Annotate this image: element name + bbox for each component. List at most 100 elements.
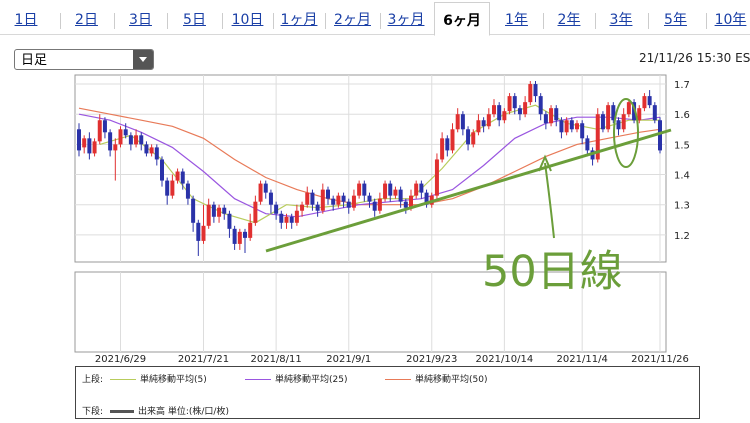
tab-period-label: 1年 — [505, 12, 528, 28]
tab-period-label: 2ヶ月 — [334, 12, 371, 28]
candle-body — [305, 192, 310, 205]
candle-body — [585, 138, 590, 151]
candle-body — [658, 120, 662, 151]
candle-body — [492, 105, 496, 115]
candle-body — [403, 201, 408, 208]
tab-period-label: 3ヶ月 — [387, 12, 425, 28]
candle-body — [575, 123, 579, 130]
y-tick-label: 1.6 — [674, 110, 690, 121]
candle-body — [191, 198, 196, 223]
candle-body — [372, 201, 377, 211]
candle-body — [92, 141, 97, 154]
tab-period[interactable]: 1年 — [495, 0, 538, 34]
candle-body — [279, 213, 284, 223]
candle-body — [206, 204, 211, 226]
tab-period-label: 2日 — [75, 12, 98, 28]
tab-period[interactable]: 1日 — [5, 0, 47, 34]
tab-period-label: 1ヶ月 — [280, 12, 318, 28]
candle-body — [383, 183, 388, 199]
x-tick-label: 2021/7/21 — [178, 354, 229, 365]
tab-separator — [648, 13, 649, 29]
candle-body — [196, 222, 201, 241]
pointer-line-annotation — [544, 162, 555, 239]
candle-body — [621, 114, 626, 130]
tab-period[interactable]: 5年 — [653, 0, 698, 34]
candle-body — [289, 216, 294, 223]
candle-body — [595, 114, 600, 160]
tab-period-label: 5日 — [183, 12, 206, 28]
candle-body — [460, 114, 465, 130]
candle-body — [274, 204, 279, 214]
legend-ma5-label: 単純移動平均(5) — [140, 375, 207, 385]
candle-body — [331, 198, 336, 205]
candle-body — [134, 135, 139, 145]
candle-body — [128, 135, 133, 145]
candle-body — [284, 216, 289, 223]
tab-period-label: 5年 — [664, 12, 687, 28]
candle-body — [632, 102, 637, 121]
candle-body — [294, 210, 299, 223]
tab-period[interactable]: 3日 — [119, 0, 162, 34]
candle-body — [616, 120, 621, 130]
candle-body — [108, 132, 113, 151]
candle-body — [263, 183, 268, 193]
tab-period[interactable]: 5日 — [172, 0, 217, 34]
tab-separator — [273, 13, 274, 29]
candle-body — [549, 108, 554, 124]
candle-body — [481, 120, 486, 127]
tab-period[interactable]: 3年 — [600, 0, 642, 34]
candle-body — [642, 96, 647, 109]
candle-body — [237, 231, 242, 244]
candle-body — [248, 222, 253, 238]
annotation-50d-label: 50日線 — [482, 247, 623, 297]
candle-body — [554, 108, 559, 121]
candle-body — [149, 147, 154, 154]
tab-period[interactable]: 10年 — [711, 0, 750, 34]
candle-body — [102, 120, 107, 133]
candle-body — [647, 96, 652, 106]
candle-body — [367, 195, 372, 202]
candle-body — [180, 171, 185, 184]
interval-select[interactable]: 日足 — [14, 49, 154, 70]
candle-body — [170, 180, 175, 196]
chart-legend: 上段: 単純移動平均(5) 単純移動平均(25) 単純移動平均(50) 下段: … — [75, 366, 700, 419]
candle-body — [377, 198, 382, 211]
candle-body — [211, 204, 216, 217]
y-tick-label: 1.5 — [674, 140, 690, 151]
candle-body — [580, 123, 585, 139]
candle-body — [652, 105, 657, 121]
candle-body — [393, 189, 398, 196]
candle-body — [336, 195, 341, 205]
candle-body — [154, 147, 159, 160]
legend-ma25-label: 単純移動平均(25) — [275, 375, 348, 385]
candle-body — [559, 120, 564, 133]
candle-body — [533, 84, 538, 97]
tab-period[interactable]: 6ヶ月 — [434, 2, 490, 36]
legend-lower-label: 下段: — [82, 407, 104, 417]
candle-body — [600, 114, 605, 130]
tab-period[interactable]: 1ヶ月 — [278, 0, 320, 34]
x-tick-label: 2021/8/11 — [250, 354, 301, 365]
chevron-down-icon[interactable] — [133, 50, 153, 69]
candle-body — [165, 180, 170, 196]
arrowhead-annotation — [538, 154, 552, 172]
tab-period[interactable]: 3ヶ月 — [385, 0, 427, 34]
tab-period[interactable]: 10日 — [227, 0, 268, 34]
x-tick-label: 2021/6/29 — [95, 354, 146, 365]
tab-period[interactable]: 2ヶ月 — [330, 0, 375, 34]
tab-period[interactable]: 2年 — [548, 0, 590, 34]
candle-body — [300, 204, 305, 211]
candle-body — [409, 195, 413, 208]
candle-body — [388, 183, 393, 196]
candle-body — [569, 120, 574, 130]
candle-body — [310, 192, 315, 205]
candle-body — [523, 102, 528, 115]
candle-body — [258, 183, 263, 202]
candle-body — [362, 183, 367, 196]
candle-body — [398, 189, 403, 202]
candle-body — [543, 114, 548, 124]
tab-separator — [167, 13, 168, 29]
tab-separator — [595, 13, 596, 29]
tab-period[interactable]: 2日 — [65, 0, 108, 34]
